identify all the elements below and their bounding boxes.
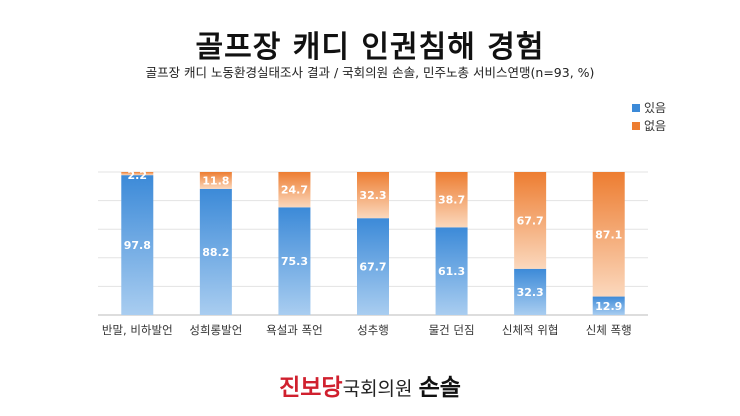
footer-logo: 진보당국회의원 손솔	[0, 368, 740, 402]
legend-item-yes: 있음	[632, 99, 666, 117]
member-name: 손솔	[418, 375, 461, 401]
bar-no	[592, 172, 625, 297]
role: 국회의원	[342, 378, 413, 400]
data-label-yes: 67.7	[359, 261, 386, 274]
chart-subtitle: 골프장 캐디 노동환경실태조사 결과 / 국회의원 손솔, 민주노총 서비스연맹…	[145, 65, 595, 80]
category-label: 물건 던짐	[429, 323, 475, 337]
legend-label: 있음	[644, 101, 667, 115]
category-label: 신체 폭행	[586, 323, 632, 337]
data-label-no: 32.3	[359, 189, 386, 202]
category-label: 신체적 위협	[502, 323, 559, 337]
category-label: 반말, 비하발언	[102, 323, 173, 337]
data-label-no: 38.7	[438, 194, 465, 207]
data-label-no: 87.1	[595, 228, 622, 241]
data-label-yes: 12.9	[595, 300, 622, 313]
bar-yes	[121, 175, 154, 315]
category-label: 성희롱발언	[189, 323, 242, 337]
bar-yes	[278, 207, 311, 315]
bar-yes	[435, 227, 468, 315]
data-label-yes: 97.8	[124, 239, 151, 252]
data-label-yes: 75.3	[281, 255, 308, 268]
legend: 있음 없음	[632, 99, 666, 135]
data-label-no: 24.7	[281, 184, 308, 197]
bar-yes	[592, 296, 625, 315]
bar-yes	[357, 218, 389, 315]
bar-no	[199, 172, 232, 189]
bar-no	[514, 172, 547, 269]
legend-label: 없음	[644, 119, 667, 133]
party-name: 진보당	[279, 375, 343, 401]
category-label: 욕설과 폭언	[266, 323, 323, 337]
data-label-yes: 61.3	[438, 265, 465, 278]
bar-no	[278, 172, 311, 208]
bar-no	[357, 172, 389, 219]
bar-no	[435, 172, 468, 228]
bar-yes	[199, 188, 232, 315]
bar-no	[121, 172, 154, 176]
chart-title: 골프장 캐디 인권침해 경험	[195, 30, 545, 65]
legend-item-no: 없음	[632, 117, 666, 135]
bar-yes	[514, 268, 547, 315]
category-label: 성추행	[357, 323, 389, 337]
data-label-yes: 32.3	[517, 286, 544, 299]
data-label-yes: 88.2	[202, 246, 229, 259]
data-label-no: 11.8	[202, 174, 229, 187]
data-label-no: 67.7	[517, 214, 544, 227]
data-label-no: 2.2	[128, 169, 148, 182]
